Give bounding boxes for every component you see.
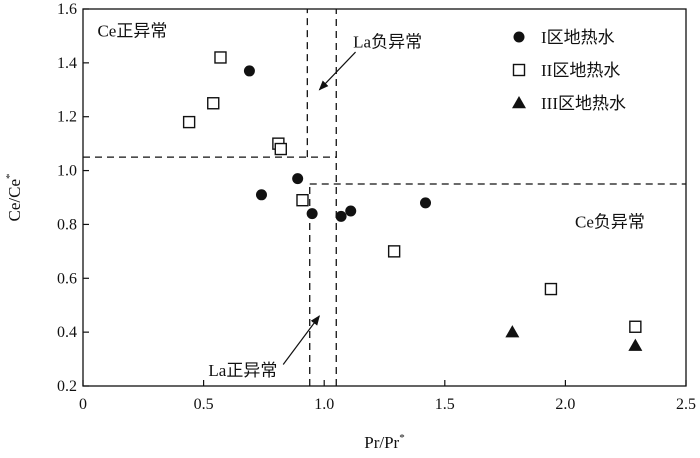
annotations: Ce正异常 La负异常 Ce负异常 La正异常 bbox=[97, 22, 644, 380]
x-tick-label: 2.5 bbox=[676, 396, 696, 413]
data-point bbox=[255, 189, 267, 201]
legend-marker bbox=[513, 31, 525, 43]
data-point bbox=[243, 65, 255, 77]
x-tick-label: 1.0 bbox=[314, 396, 334, 413]
x-tick-label: 0 bbox=[79, 396, 87, 413]
y-axis-title: Ce/Ce* bbox=[4, 174, 24, 222]
data-point bbox=[544, 282, 558, 296]
legend-marker bbox=[512, 63, 526, 77]
data-point bbox=[345, 205, 357, 217]
legend-label: III区地热水 bbox=[541, 94, 626, 113]
data-points bbox=[182, 51, 643, 351]
data-point bbox=[214, 51, 227, 64]
x-tick-label: 2.0 bbox=[555, 396, 575, 413]
y-tick-label: 1.0 bbox=[57, 163, 77, 180]
y-tick-label: 1.4 bbox=[57, 55, 77, 72]
data-point bbox=[296, 193, 309, 207]
annotation-label: La负异常 bbox=[353, 32, 422, 51]
data-point bbox=[207, 97, 220, 110]
legend-marker bbox=[512, 96, 526, 109]
legend-label: II区地热水 bbox=[541, 61, 620, 80]
tick-labels: 0 0.5 1.0 1.5 2.0 2.5 0.2 0.4 0.6 0.8 1.0 1.2 1.4 1.6 bbox=[57, 1, 696, 413]
x-tick-label: 0.5 bbox=[194, 396, 214, 413]
data-point bbox=[420, 197, 432, 209]
y-tick-label: 0.4 bbox=[57, 324, 77, 341]
y-tick-label: 1.2 bbox=[57, 109, 77, 126]
legend: I区地热水 II区地热水 III区地热水 bbox=[512, 28, 626, 113]
data-point bbox=[182, 115, 196, 129]
data-point bbox=[505, 325, 520, 338]
y-tick-label: 0.2 bbox=[57, 378, 77, 395]
data-point bbox=[335, 210, 347, 222]
data-point bbox=[628, 338, 643, 351]
y-tick-label: 1.6 bbox=[57, 1, 77, 18]
data-point bbox=[387, 245, 401, 258]
annotation-label: La正异常 bbox=[208, 361, 277, 380]
data-point bbox=[274, 142, 287, 156]
data-point bbox=[306, 208, 318, 220]
annotation-arrow bbox=[282, 315, 320, 365]
data-point bbox=[292, 173, 304, 185]
x-axis-title: Pr/Pr* bbox=[364, 432, 404, 452]
plot-frame bbox=[82, 8, 687, 387]
annotation-arrow bbox=[318, 51, 356, 91]
data-point bbox=[629, 320, 642, 333]
x-tick-label: 1.5 bbox=[435, 396, 455, 413]
legend-label: I区地热水 bbox=[541, 28, 615, 47]
axes bbox=[82, 8, 687, 387]
annotation-label: Ce负异常 bbox=[575, 213, 645, 232]
y-tick-label: 0.8 bbox=[57, 216, 77, 233]
annotation-label: Ce正异常 bbox=[97, 22, 167, 41]
y-tick-label: 0.6 bbox=[57, 270, 77, 287]
